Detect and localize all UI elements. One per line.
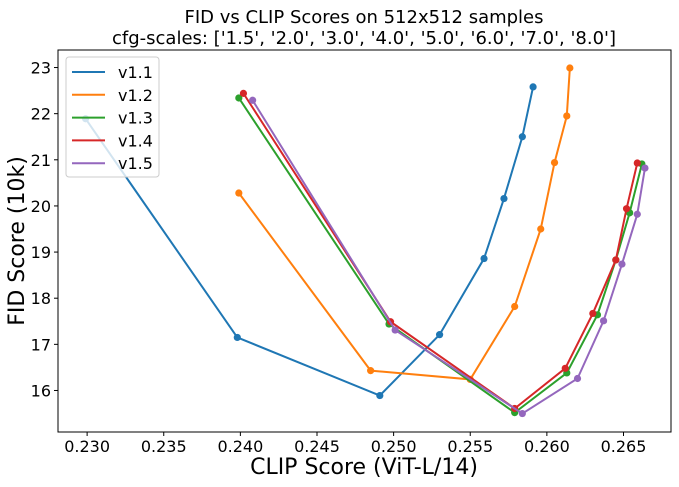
- legend: v1.1 v1.2 v1.3 v1.4 v1.5: [65, 56, 160, 178]
- legend-label: v1.2: [118, 86, 153, 105]
- data-point: [518, 409, 526, 418]
- series-v1.2: [235, 64, 574, 384]
- y-tick-label: 18: [31, 289, 51, 308]
- x-tick-label: 0.235: [141, 437, 187, 456]
- data-point: [537, 225, 545, 233]
- data-point: [235, 94, 243, 102]
- legend-label: v1.4: [118, 131, 153, 150]
- series-line: [242, 92, 639, 410]
- data-point: [239, 89, 248, 97]
- data-point: [391, 326, 399, 334]
- x-tick-label: 0.240: [217, 437, 263, 456]
- plot-area: [81, 64, 649, 418]
- x-axis-label: CLIP Score (ViT-L/14): [250, 455, 478, 480]
- y-tick-label: 20: [31, 197, 51, 216]
- data-point: [529, 83, 537, 91]
- legend-label: v1.1: [118, 63, 153, 82]
- x-tick-label: 0.255: [447, 437, 493, 456]
- y-tick-label: 21: [31, 151, 51, 170]
- y-axis: 16 17 18 19 20 21 22 23: [31, 59, 58, 400]
- axes-frame: [57, 49, 672, 433]
- data-point: [233, 333, 241, 342]
- data-point: [633, 159, 641, 167]
- data-point: [249, 96, 257, 104]
- data-point: [480, 254, 488, 263]
- data-point: [561, 364, 569, 372]
- chart-subtitle: cfg-scales: ['1.5', '2.0', '3.0', '4.0',…: [112, 28, 616, 49]
- x-axis: 0.230 0.235 0.240 0.245 0.250 0.255 0.260 0.265: [64, 432, 646, 456]
- y-tick-label: 17: [31, 335, 51, 354]
- y-tick-label: 19: [31, 243, 51, 262]
- series-line: [238, 97, 643, 414]
- series-v1.5: [249, 96, 649, 418]
- data-point: [641, 164, 649, 172]
- x-tick-label: 0.245: [294, 437, 340, 456]
- series-line: [84, 86, 535, 397]
- series-line: [238, 67, 571, 381]
- data-point: [435, 331, 444, 339]
- data-point: [550, 158, 559, 167]
- legend-label: v1.5: [118, 154, 153, 173]
- data-point: [500, 194, 508, 203]
- series-v1.3: [235, 94, 646, 417]
- data-point: [612, 256, 620, 264]
- series-v1.1: [81, 83, 537, 400]
- data-point: [376, 391, 384, 400]
- data-point: [589, 309, 597, 318]
- y-axis-label: FID Score (10k): [5, 156, 30, 326]
- data-point: [573, 374, 582, 383]
- data-point: [618, 260, 626, 268]
- data-point: [563, 112, 571, 120]
- y-tick-label: 23: [31, 59, 51, 78]
- data-point: [518, 133, 526, 141]
- data-point: [511, 302, 519, 311]
- legend-box: [65, 56, 160, 178]
- data-point: [367, 367, 375, 375]
- data-point: [599, 317, 608, 325]
- y-tick-label: 16: [31, 381, 51, 400]
- y-tick-label: 22: [31, 105, 51, 124]
- data-point: [622, 205, 631, 213]
- series-line: [251, 99, 646, 415]
- data-point: [566, 64, 574, 72]
- legend-label: v1.3: [118, 109, 153, 128]
- x-tick-label: 0.230: [64, 437, 110, 456]
- data-point: [633, 210, 641, 218]
- x-tick-label: 0.260: [524, 437, 570, 456]
- chart-title: FID vs CLIP Scores on 512x512 samples: [184, 7, 543, 28]
- data-point: [235, 189, 243, 197]
- x-tick-label: 0.250: [371, 437, 417, 456]
- x-tick-label: 0.265: [601, 437, 647, 456]
